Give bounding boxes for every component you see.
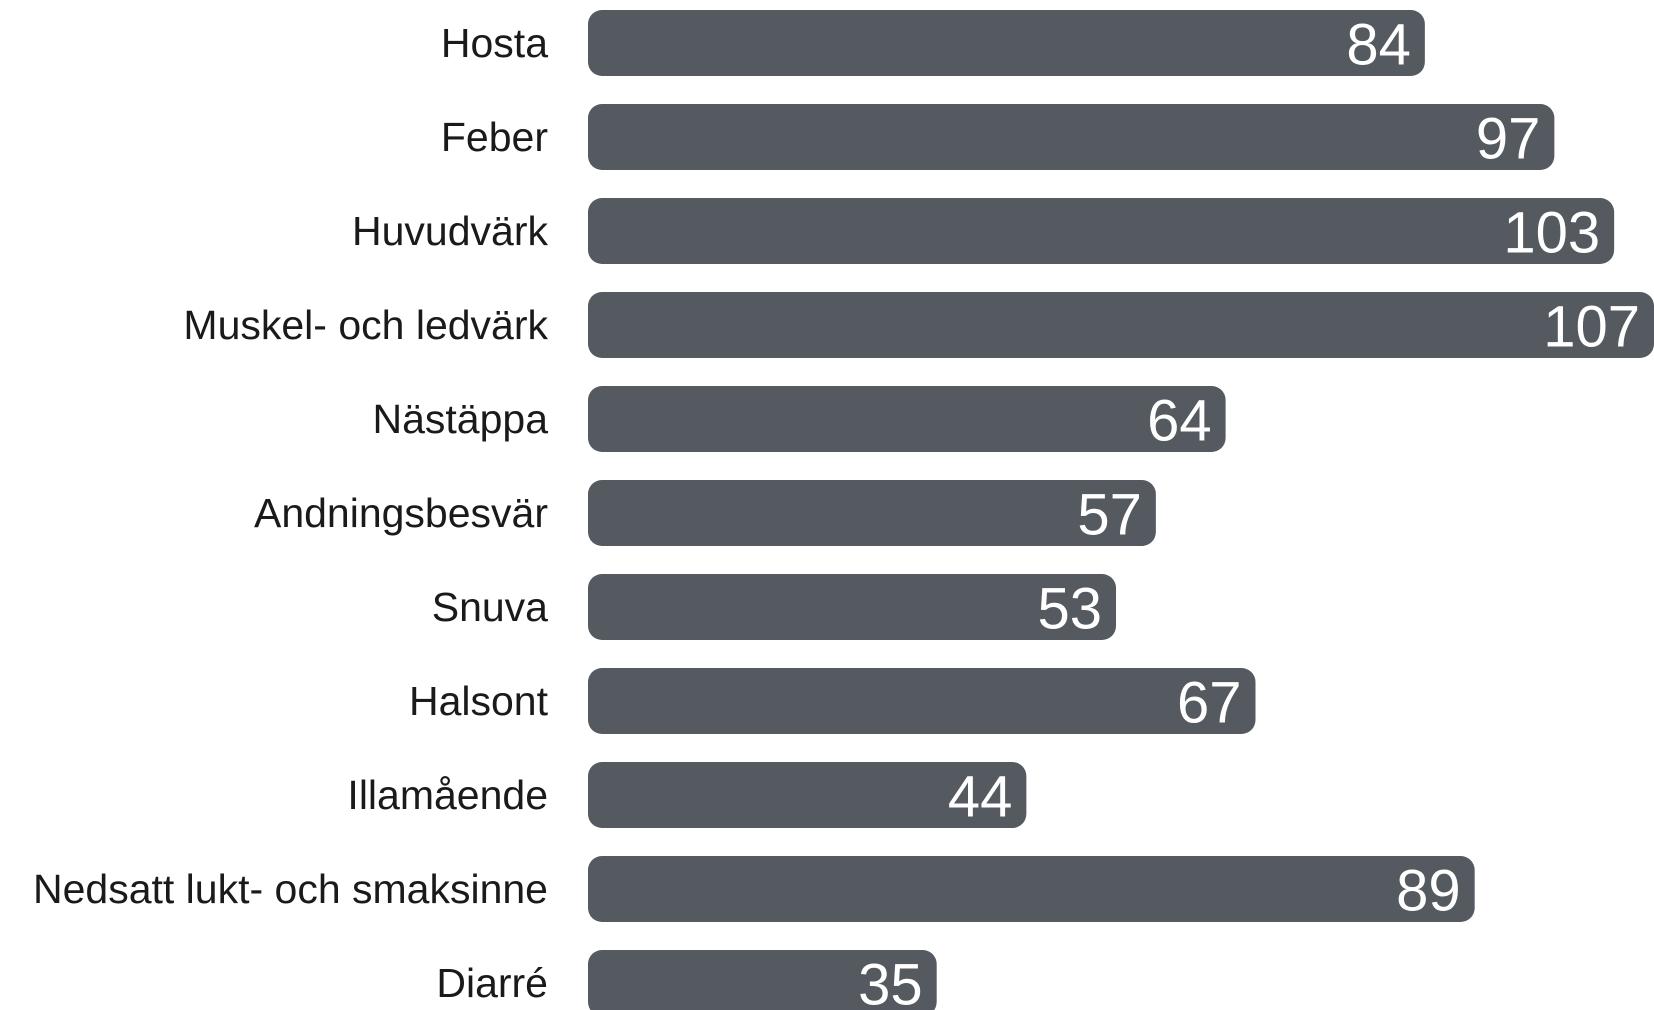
bar xyxy=(588,574,1117,640)
bar xyxy=(588,480,1156,546)
value-label: 35 xyxy=(858,953,923,1010)
bar xyxy=(588,104,1555,170)
bar xyxy=(588,10,1425,76)
category-label: Hosta xyxy=(441,20,548,66)
value-label: 67 xyxy=(1177,671,1242,736)
category-label: Huvudvärk xyxy=(352,208,548,254)
value-label: 57 xyxy=(1077,483,1142,548)
value-label: 53 xyxy=(1038,577,1103,642)
category-label: Muskel- och ledvärk xyxy=(183,302,548,348)
value-label: 89 xyxy=(1396,859,1461,924)
value-label: 97 xyxy=(1476,107,1541,172)
value-label: 64 xyxy=(1147,389,1212,454)
bar xyxy=(588,292,1654,358)
bar xyxy=(588,198,1615,264)
bar xyxy=(588,950,937,1010)
category-label: Nästäppa xyxy=(372,396,548,442)
value-label: 44 xyxy=(948,765,1013,830)
category-label: Diarré xyxy=(436,960,548,1006)
category-label: Nedsatt lukt- och smaksinne xyxy=(33,866,548,912)
category-label: Halsont xyxy=(409,678,549,724)
bar xyxy=(588,668,1256,734)
category-label: Andningsbesvär xyxy=(254,490,548,536)
value-label: 103 xyxy=(1503,201,1600,266)
bar xyxy=(588,762,1027,828)
value-label: 84 xyxy=(1346,13,1411,78)
category-label: Snuva xyxy=(432,584,548,630)
category-label: Illamående xyxy=(347,772,548,818)
bar xyxy=(588,856,1475,922)
bar xyxy=(588,386,1226,452)
value-label: 107 xyxy=(1543,295,1640,360)
category-label: Feber xyxy=(441,114,548,160)
